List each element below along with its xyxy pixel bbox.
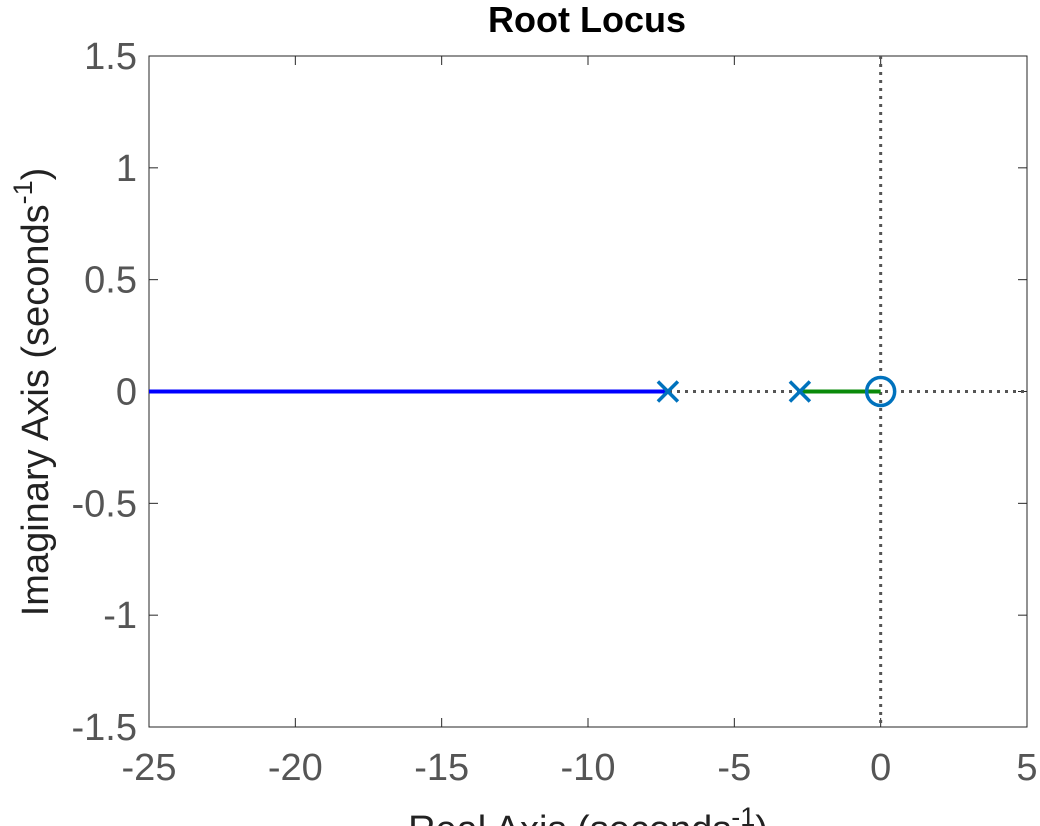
x-tick-label: 5	[1016, 747, 1037, 789]
x-tick-label: -15	[414, 747, 469, 789]
y-label-sup: -1	[8, 180, 38, 204]
x-label-text: Real Axis (seconds	[408, 809, 731, 826]
pole-marker	[788, 380, 812, 403]
y-tick-label: -0.5	[72, 483, 137, 525]
x-label-end: )	[755, 809, 768, 826]
y-tick-label: -1.5	[72, 707, 137, 749]
y-tick-label: 1.5	[84, 36, 137, 78]
chart-title: Root Locus	[488, 0, 686, 40]
x-tick-label: 0	[870, 747, 891, 789]
zero-marker	[864, 375, 897, 408]
y-tick-label: 1	[116, 148, 137, 190]
y-label-text: Imaginary Axis (seconds	[15, 204, 57, 616]
x-tick-label: -5	[717, 747, 751, 789]
y-tick-label: 0	[116, 372, 137, 414]
x-tick-label: -10	[561, 747, 616, 789]
y-label-end: )	[15, 168, 57, 181]
y-tick-label: -1	[103, 595, 137, 637]
x-tick-label: -20	[268, 747, 323, 789]
y-axis-label: Imaginary Axis (seconds-1)	[8, 168, 57, 617]
x-axis-label: Real Axis (seconds-1)	[408, 802, 768, 826]
x-label-sup: -1	[731, 802, 755, 826]
y-tick-label: 0.5	[84, 260, 137, 302]
pole-marker	[656, 380, 680, 403]
x-tick-label: -25	[122, 747, 177, 789]
